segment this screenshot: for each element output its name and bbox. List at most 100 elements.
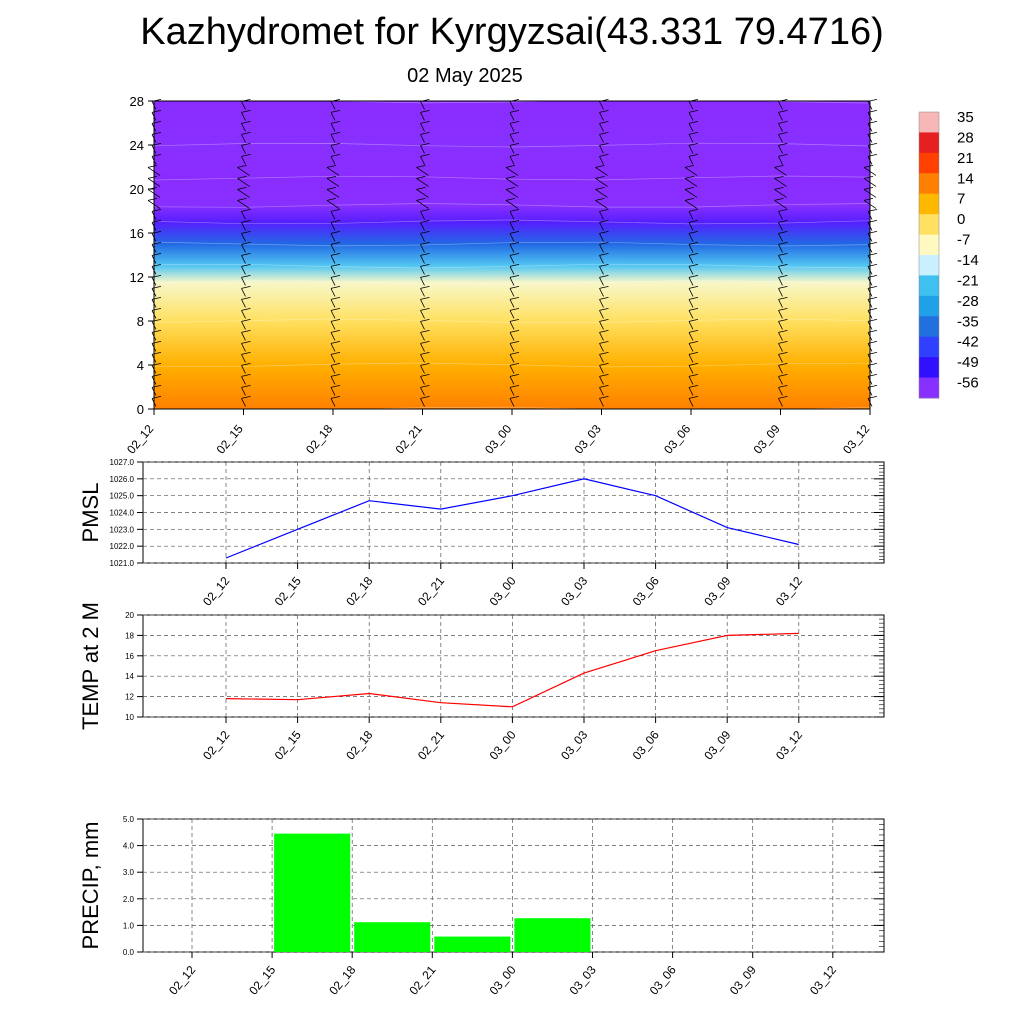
wind-barb [241,244,246,253]
wind-barb-flag [241,385,251,388]
wind-barb-flag [688,121,699,124]
y-tick-label: 16 [125,652,134,661]
wind-barb-flag [599,319,609,322]
wind-barb [688,277,694,286]
wind-barb-flag [420,264,430,267]
wind-barb [599,321,604,330]
wind-barb [509,233,515,242]
wind-barb [778,112,783,121]
colorbar-swatch [919,357,939,379]
wind-barb-flag [778,264,788,267]
wind-barb [688,343,694,352]
wind-barb-flag [420,396,430,399]
x-tick-label: 02_18 [343,574,375,609]
wind-barb-flag [778,143,788,146]
wind-barb [599,244,604,253]
wind-barb [241,299,246,308]
wind-barb-flag [420,110,430,113]
wind-barb [509,376,515,385]
y-tick-label: 1.0 [123,921,135,930]
wind-barb [778,156,783,165]
wind-barb-flag [599,154,609,157]
wind-barb [237,178,250,187]
wind-barb [330,354,336,363]
wind-barb [778,134,783,143]
wind-barb-flag [237,176,247,179]
wind-barb [509,387,515,396]
wind-barb [241,288,246,297]
wind-barb [326,189,340,198]
panel-frame [142,614,885,718]
wind-barb [330,112,336,121]
wind-barb-flag [330,220,341,223]
wind-barb [778,266,783,275]
wind-barb-flag [509,352,520,355]
wind-barb-flag [420,242,430,245]
wind-barb [688,365,694,374]
y-tick-label: 1024.0 [110,509,135,518]
colorbar-label: 7 [957,191,965,208]
colorbar-swatch [919,255,939,276]
wind-barb [241,310,246,319]
y-tick-label: 0.0 [123,948,135,957]
wind-barb [688,145,694,154]
wind-barb [778,211,783,220]
wind-barb [330,310,336,319]
wind-barb-flag [326,165,337,168]
x-tick-label: 03_06 [661,422,693,457]
wind-barb [241,101,246,110]
wind-barb-flag [509,242,520,245]
y-tick-label: 1026.0 [110,475,135,484]
precip-bar [354,922,431,952]
wind-barb [420,244,425,253]
wind-barb-flag [241,209,251,212]
wind-barb-flag [237,198,247,201]
wind-barb-flag [595,176,605,179]
wind-barb [599,288,604,297]
wind-barb [509,398,515,407]
colorbar-label: -56 [957,375,979,392]
wind-barb [684,167,698,176]
wind-barb [595,178,608,187]
colorbar-swatch [919,112,939,133]
wind-barb-flag [330,231,341,234]
wind-barb-flag [509,143,520,146]
x-tick-label: 02_12 [200,574,232,609]
wind-barb [237,200,250,209]
wind-barb-flag [778,297,788,300]
x-tick-label: 03_06 [647,963,679,998]
colorbar-frame [918,111,940,399]
wind-barb-flag [688,341,699,344]
wind-barb-flag [688,231,699,234]
wind-barb [509,365,515,374]
wind-barb-flag [420,231,430,234]
wind-barb-flag [778,242,788,245]
cross-section-panel: 0 4 8 12 16 20 24 28 02_12 02_15 02_18 02_21 03_00 03… [124,94,878,457]
wind-barb-flag [326,187,337,190]
wind-barb [420,398,425,407]
wind-barb [420,156,425,165]
wind-barb-flag [595,198,605,201]
wind-barb [599,343,604,352]
wind-barb [420,365,425,374]
colorbar-label: -21 [957,272,979,289]
wind-barb-flag [778,231,788,234]
wind-barb [688,321,694,330]
wind-barb [688,123,694,132]
x-tick-label: 02_21 [415,574,447,609]
wind-barb-flag [416,187,426,190]
wind-barb-flag [330,330,341,333]
wind-barb [778,123,783,132]
panel-frame [142,461,885,564]
wind-barb [778,343,783,352]
y-tick-label: 0 [137,402,144,417]
y-tick-label: 12 [125,693,134,702]
colorbar-swatch [919,193,939,215]
wind-barb [330,101,336,110]
wind-barb-flag [330,264,341,267]
x-tick-label: 02_12 [200,728,232,763]
wind-barb [509,310,515,319]
wind-barb [778,365,783,374]
wind-barb-flag [420,154,430,157]
